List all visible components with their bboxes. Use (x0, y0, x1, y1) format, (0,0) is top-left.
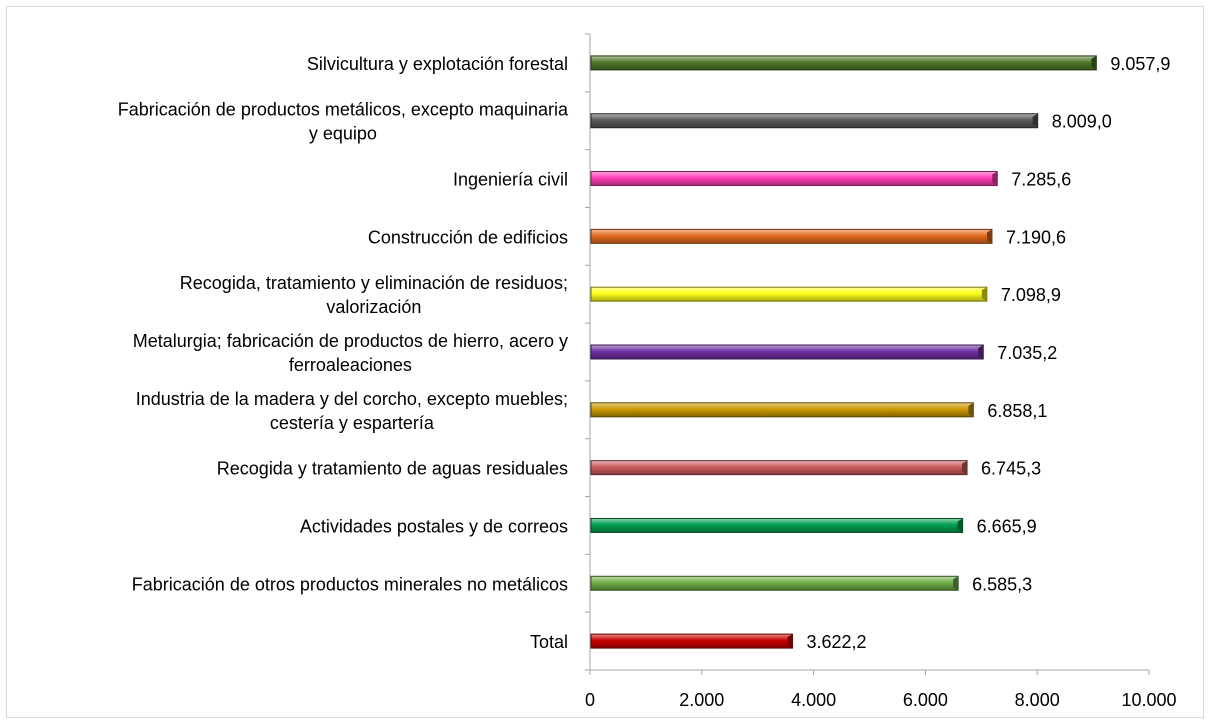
bar-end-cap-7 (962, 460, 968, 475)
bar-end-cap-3 (986, 229, 992, 244)
bar-end-cap-0 (1091, 55, 1097, 70)
category-label-5-line-0: Metalurgia; fabricación de productos de … (133, 331, 568, 351)
value-label-9: 6.585,3 (972, 574, 1032, 594)
x-tick-label-0: 0 (585, 690, 595, 710)
bar-8 (590, 517, 964, 533)
bar-6 (590, 402, 974, 418)
bar-end-cap-5 (978, 345, 984, 359)
category-label-4-line-0: Recogida, tratamiento y eliminación de r… (180, 273, 568, 293)
axes-group (585, 33, 1150, 675)
value-label-4: 7.098,9 (1001, 285, 1061, 305)
bars-group (590, 55, 1097, 649)
value-label-7: 6.745,3 (981, 459, 1041, 479)
value-label-0: 9.057,9 (1110, 54, 1170, 74)
value-label-8: 6.665,9 (977, 516, 1037, 536)
labels-group: 9.057,9 Silvicultura y explotación forest… (118, 54, 1177, 710)
bar-5 (590, 344, 984, 360)
bar-3 (590, 228, 993, 244)
category-label-8-line-0: Actividades postales y de correos (300, 516, 568, 536)
x-tick-label-3: 6.000 (903, 690, 948, 710)
category-label-3-line-0: Construcción de edificios (368, 227, 568, 247)
category-label-6-line-0: Industria de la madera y del corcho, exc… (136, 389, 568, 409)
value-label-3: 7.190,6 (1006, 227, 1066, 247)
category-label-1-line-0: Fabricación de productos metálicos, exce… (118, 100, 569, 120)
category-label-5-line-1: ferroaleaciones (289, 355, 412, 375)
category-label-4-line-1: valorización (326, 297, 421, 317)
bar-end-cap-10 (787, 634, 793, 649)
value-label-10: 3.622,2 (806, 632, 866, 652)
bar-9 (590, 575, 959, 591)
category-label-0-line-0: Silvicultura y explotación forestal (307, 54, 568, 74)
category-label-2-line-0: Ingeniería civil (453, 170, 568, 190)
bar-4 (590, 286, 988, 302)
value-label-2: 7.285,6 (1011, 170, 1071, 190)
bar-1 (590, 113, 1039, 129)
bar-0 (590, 55, 1097, 71)
bar-10 (590, 633, 793, 649)
category-label-10-line-0: Total (530, 632, 568, 652)
bar-end-cap-6 (968, 402, 974, 417)
value-label-1: 8.009,0 (1052, 112, 1112, 132)
x-tick-label-2: 4.000 (791, 690, 836, 710)
bar-end-cap-9 (953, 576, 959, 591)
bar-7 (590, 460, 968, 476)
x-tick-label-1: 2.000 (679, 690, 724, 710)
x-tick-label-5: 10.000 (1121, 690, 1176, 710)
category-label-7-line-0: Recogida y tratamiento de aguas residual… (217, 459, 568, 479)
x-tick-label-4: 8.000 (1015, 690, 1060, 710)
bar-end-cap-1 (1032, 113, 1038, 128)
category-label-6-line-1: cestería y espartería (270, 413, 435, 433)
value-label-6: 6.858,1 (987, 401, 1047, 421)
bar-end-cap-4 (981, 287, 987, 302)
bar-2 (590, 171, 998, 187)
value-label-5: 7.035,2 (997, 343, 1057, 363)
bar-end-cap-8 (957, 518, 963, 533)
category-label-9-line-0: Fabricación de otros productos minerales… (132, 574, 568, 594)
bar-end-cap-2 (992, 171, 998, 186)
category-label-1-line-1: y equipo (309, 124, 377, 144)
